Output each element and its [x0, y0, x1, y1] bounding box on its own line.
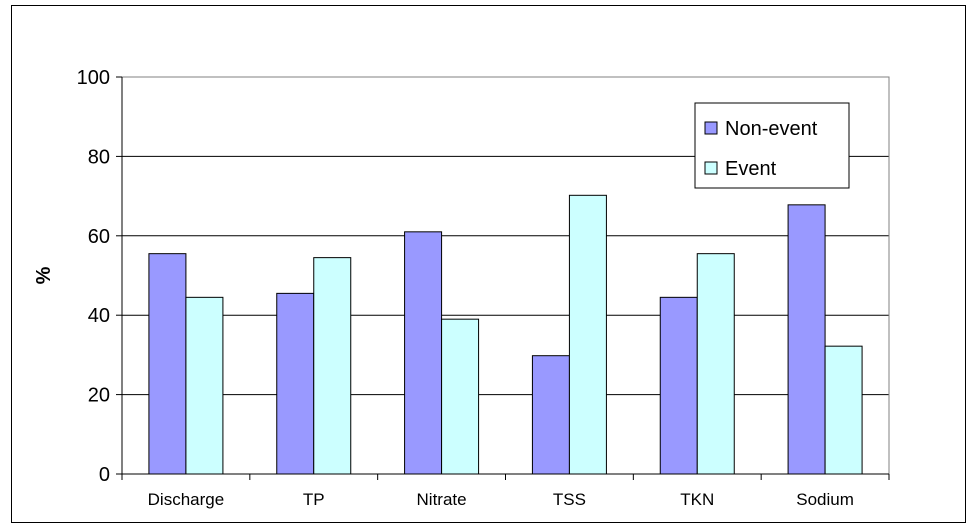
x-tick-label: TKN	[680, 490, 714, 509]
x-tick-label: TP	[303, 490, 325, 509]
legend-label-event: Event	[725, 158, 777, 180]
bar-non-event-tss	[531, 355, 570, 475]
bar-event-discharge	[185, 296, 224, 475]
legend-swatch-non-event	[704, 121, 718, 135]
bar-event-tkn	[696, 253, 735, 475]
bar-event-sodium	[824, 345, 863, 475]
bars	[148, 194, 863, 475]
y-tick-label: 40	[88, 305, 110, 327]
y-axis-label: %	[33, 266, 55, 284]
legend-swatch-event	[704, 161, 718, 175]
x-tick-label: Nitrate	[417, 490, 467, 509]
x-tick-label: Sodium	[796, 490, 854, 509]
y-tick-label: 60	[88, 226, 110, 248]
x-ticks: Discharge TP Nitrate TSS TKN Sodium	[121, 474, 890, 509]
y-ticks: 0 20 40 60 80 100	[77, 67, 122, 486]
y-tick-label: 0	[99, 464, 110, 486]
x-tick-label: Discharge	[148, 490, 225, 509]
legend: Non-event Event	[694, 102, 850, 189]
bar-event-tss	[568, 194, 607, 475]
y-tick-label: 80	[88, 146, 110, 168]
legend-box	[694, 102, 850, 189]
x-tick-label: TSS	[553, 490, 586, 509]
y-tick-label: 100	[77, 67, 110, 89]
bar-non-event-nitrate	[404, 231, 443, 475]
bar-non-event-discharge	[148, 253, 187, 475]
bar-non-event-tp	[276, 292, 315, 475]
legend-label-non-event: Non-event	[725, 118, 818, 140]
bar-non-event-sodium	[787, 204, 826, 475]
bar-non-event-tkn	[659, 296, 698, 475]
bar-event-nitrate	[441, 318, 480, 475]
bar-event-tp	[313, 257, 352, 475]
y-tick-label: 20	[88, 385, 110, 407]
